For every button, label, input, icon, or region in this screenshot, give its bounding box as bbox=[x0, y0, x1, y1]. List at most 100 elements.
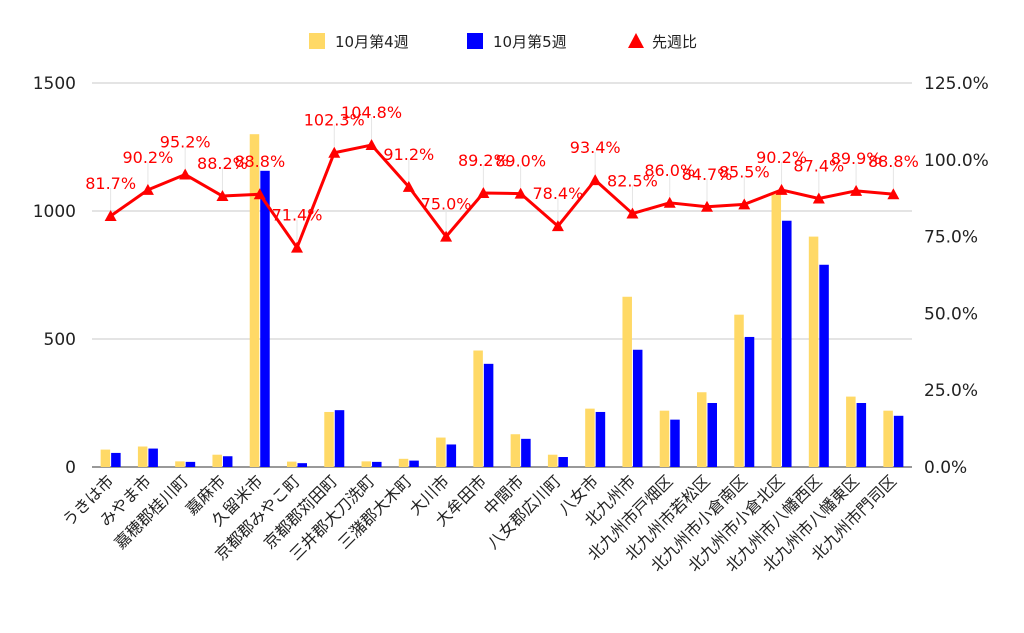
bar-week4 bbox=[212, 454, 222, 467]
bar-week5 bbox=[185, 461, 196, 467]
ratio-marker bbox=[887, 188, 900, 200]
right-tick-label: 125.0% bbox=[924, 74, 989, 94]
bar-week4 bbox=[361, 461, 372, 467]
right-axis: 0.0% 25.0% 50.0% 75.0% 100.0% 125.0% bbox=[924, 74, 989, 478]
bar-week5 bbox=[856, 403, 867, 467]
bar-week5 bbox=[483, 363, 494, 467]
category-labels: うきは市みやま市嘉穂郡桂川町嘉麻市久留米市京都郡みやこ町京都郡苅田町三井郡大刀洗… bbox=[59, 471, 900, 575]
ratio-data-label: 89.9% bbox=[831, 149, 882, 168]
left-axis: 0 500 1000 1500 bbox=[33, 74, 76, 478]
ratio-marker bbox=[775, 183, 788, 195]
ratio-marker bbox=[291, 241, 303, 253]
bar-week4 bbox=[287, 461, 297, 467]
bar-week4 bbox=[697, 392, 707, 467]
legend-label: 10月第4週 bbox=[335, 33, 409, 51]
bar-week5 bbox=[297, 463, 307, 467]
ratio-marker bbox=[812, 192, 825, 204]
ratio-marker bbox=[701, 200, 713, 212]
ratio-marker bbox=[663, 196, 676, 208]
ratio-data-label: 93.4% bbox=[570, 138, 621, 157]
legend: 10月第4週 10月第5週 先週比 bbox=[309, 33, 697, 51]
bar-week4 bbox=[436, 437, 446, 467]
ratio-marker bbox=[626, 207, 639, 219]
ratio-data-label: 89.0% bbox=[495, 152, 546, 171]
bar-week5 bbox=[372, 461, 382, 467]
ratio-data-label: 89.2% bbox=[458, 151, 509, 170]
ratio-marker bbox=[402, 180, 415, 192]
bar-week4 bbox=[137, 446, 148, 467]
bar-week4 bbox=[846, 396, 856, 467]
bar-week4 bbox=[510, 434, 521, 467]
bar-week5 bbox=[632, 349, 643, 467]
bar-week4 bbox=[547, 454, 558, 467]
bar-week4 bbox=[622, 296, 632, 467]
bar-week5 bbox=[670, 419, 680, 467]
bar-week5 bbox=[558, 457, 568, 467]
bar-week4 bbox=[734, 314, 744, 467]
bar-week5 bbox=[260, 170, 270, 468]
ratio-marker bbox=[551, 220, 564, 232]
bar-week4 bbox=[585, 408, 595, 467]
right-tick-label: 50.0% bbox=[924, 304, 978, 324]
ratio-marker bbox=[104, 210, 117, 222]
bar-week4 bbox=[659, 410, 670, 467]
bar-week5 bbox=[521, 438, 531, 467]
ratio-data-label: 78.4% bbox=[532, 184, 583, 203]
ratio-data-label: 102.3% bbox=[304, 111, 365, 130]
ratio-data-label: 88.2% bbox=[197, 154, 248, 173]
ratio-marker bbox=[253, 188, 266, 200]
ratio-line-path bbox=[109, 143, 894, 250]
ratio-marker bbox=[328, 146, 341, 158]
bar-week5 bbox=[222, 456, 233, 467]
bar-week5 bbox=[595, 411, 606, 467]
ratio-marker bbox=[216, 190, 229, 202]
bar-week4 bbox=[473, 350, 483, 467]
left-tick-label: 0 bbox=[65, 458, 76, 478]
bar-week5 bbox=[782, 220, 792, 467]
right-tick-label: 75.0% bbox=[924, 228, 978, 248]
right-tick-label: 100.0% bbox=[924, 151, 989, 171]
ratio-line: 81.7%90.2%95.2%88.2%88.8%71.4%102.3%104.… bbox=[85, 103, 919, 253]
ratio-data-label: 88.8% bbox=[234, 152, 285, 171]
bars bbox=[100, 134, 904, 468]
ratio-marker bbox=[141, 183, 154, 195]
bar-week5 bbox=[334, 410, 345, 467]
bar-week4 bbox=[324, 411, 334, 467]
bar-week4 bbox=[175, 461, 185, 467]
ratio-marker bbox=[850, 184, 863, 196]
ratio-data-label: 75.0% bbox=[421, 195, 472, 214]
legend-label: 10月第5週 bbox=[493, 33, 567, 51]
ratio-data-label: 95.2% bbox=[160, 133, 211, 152]
ratio-marker bbox=[738, 198, 751, 210]
ratio-data-label: 82.5% bbox=[607, 172, 658, 191]
bar-week5 bbox=[409, 460, 419, 467]
bar-week4 bbox=[249, 134, 260, 467]
ratio-data-label: 81.7% bbox=[85, 174, 136, 193]
bar-week5 bbox=[893, 415, 904, 467]
ratio-marker bbox=[179, 168, 192, 180]
ratio-data-label: 84.7% bbox=[682, 165, 733, 184]
ratio-data-label: 90.2% bbox=[756, 148, 807, 167]
bar-week4 bbox=[771, 194, 782, 468]
ratio-data-label: 85.5% bbox=[719, 162, 770, 181]
ratio-marker bbox=[365, 139, 378, 151]
bar-week5 bbox=[819, 264, 829, 467]
legend-swatch bbox=[467, 33, 483, 49]
bar-week4 bbox=[398, 458, 409, 467]
left-tick-label: 1000 bbox=[33, 202, 76, 222]
ratio-marker bbox=[477, 186, 490, 198]
bar-week5 bbox=[111, 452, 121, 467]
ratio-data-label: 90.2% bbox=[122, 148, 173, 167]
bar-week5 bbox=[707, 403, 717, 467]
bar-week4 bbox=[883, 410, 893, 467]
ratio-data-label: 104.8% bbox=[341, 103, 402, 122]
left-tick-label: 500 bbox=[44, 330, 76, 350]
legend-marker bbox=[628, 33, 644, 48]
legend-swatch bbox=[309, 33, 325, 49]
right-tick-label: 0.0% bbox=[924, 458, 967, 478]
ratio-data-label: 87.4% bbox=[793, 157, 844, 176]
bar-week5 bbox=[148, 448, 158, 467]
bar-week5 bbox=[446, 444, 457, 467]
bar-week5 bbox=[744, 336, 755, 467]
